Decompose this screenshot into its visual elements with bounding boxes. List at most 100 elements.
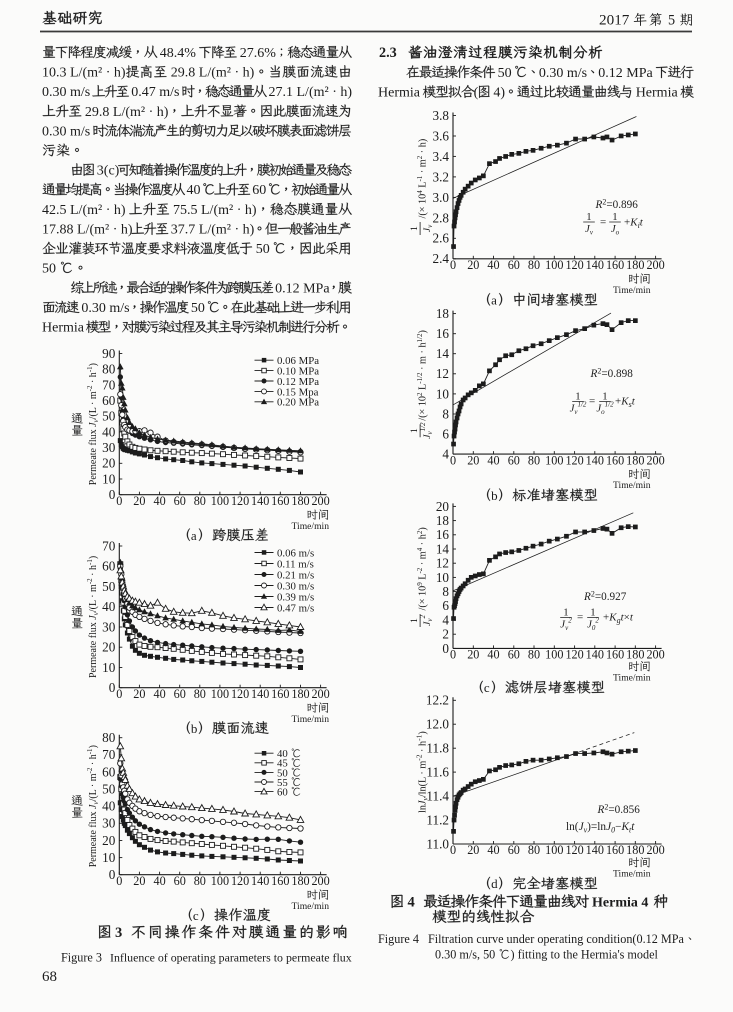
svg-text:R2=0.927: R2=0.927 <box>583 589 627 603</box>
svg-text:140: 140 <box>586 648 604 662</box>
svg-text:160: 160 <box>271 687 289 701</box>
svg-text:8: 8 <box>442 406 449 421</box>
svg-text:100: 100 <box>545 258 563 272</box>
svg-text:40: 40 <box>487 453 499 467</box>
svg-text:Time/min: Time/min <box>613 285 651 296</box>
svg-text:Jo: Jo <box>611 223 620 236</box>
svg-text:12.2: 12.2 <box>426 693 449 708</box>
svg-text:50: 50 <box>498 66 512 81</box>
svg-text:20: 20 <box>467 648 479 662</box>
svg-text:0: 0 <box>109 487 116 502</box>
svg-text:40: 40 <box>154 687 166 701</box>
svg-text:50: 50 <box>102 579 116 594</box>
svg-text:20: 20 <box>133 687 145 701</box>
svg-text:27.1 L/(m² · h): 27.1 L/(m² · h) <box>269 85 353 100</box>
svg-text:16: 16 <box>436 326 450 341</box>
svg-text:120: 120 <box>231 687 249 701</box>
svg-text:1: 1 <box>409 226 420 231</box>
svg-text:Time/min: Time/min <box>613 672 651 683</box>
svg-text:/(× 102 L-1/2 · m · h1/2): /(× 102 L-1/2 · m · h1/2) <box>416 330 429 421</box>
svg-text:20: 20 <box>467 258 479 272</box>
svg-text:2.4: 2.4 <box>433 251 450 266</box>
svg-text:0.12 MPa: 0.12 MPa <box>598 66 653 81</box>
svg-text:40: 40 <box>487 648 499 662</box>
svg-text:14: 14 <box>436 541 450 556</box>
svg-text:29.8 L/(m² · h): 29.8 L/(m² · h) <box>171 66 255 81</box>
svg-text:75.5 L/(m² · h): 75.5 L/(m² · h) <box>173 203 257 218</box>
svg-text:Figure 3: Figure 3 <box>61 951 102 965</box>
svg-text:0: 0 <box>116 874 122 888</box>
svg-text:100: 100 <box>545 648 563 662</box>
svg-text:2.8: 2.8 <box>433 210 450 225</box>
svg-text:10: 10 <box>102 471 116 486</box>
svg-text:80: 80 <box>528 258 540 272</box>
svg-text:160: 160 <box>606 843 624 857</box>
svg-text:Permeate flux Jv/(L · m-2 · h-: Permeate flux Jv/(L · m-2 · h-1) <box>86 745 100 867</box>
svg-text:60: 60 <box>277 787 291 799</box>
svg-text:2017: 2017 <box>599 12 630 29</box>
svg-text:0: 0 <box>116 494 122 508</box>
svg-text:80: 80 <box>102 362 116 377</box>
svg-text:14: 14 <box>436 346 450 361</box>
svg-text:0: 0 <box>450 843 456 857</box>
svg-text:10: 10 <box>102 850 116 865</box>
svg-text:50: 50 <box>42 262 56 277</box>
svg-text:Permeate flux Jv/(L · m-2 · h-: Permeate flux Jv/(L · m-2 · h-1) <box>86 363 100 485</box>
svg-text:120: 120 <box>565 258 583 272</box>
svg-text:Jv2: Jv2 <box>419 615 434 626</box>
svg-text:c: c <box>193 908 199 923</box>
svg-text:140: 140 <box>251 874 269 888</box>
svg-text:30: 30 <box>102 619 116 634</box>
svg-text:6: 6 <box>442 426 449 441</box>
svg-text:1: 1 <box>586 211 591 223</box>
svg-text:11.6: 11.6 <box>426 765 449 780</box>
svg-text:40: 40 <box>187 183 201 198</box>
svg-text:/(× 109 L-2 · m4 · h2): /(× 109 L-2 · m4 · h2) <box>416 527 429 610</box>
svg-text:60: 60 <box>102 393 116 408</box>
svg-text:40: 40 <box>154 874 166 888</box>
svg-text:4): 4) <box>493 86 505 101</box>
svg-text:70: 70 <box>102 747 116 762</box>
svg-text:55: 55 <box>277 777 291 789</box>
svg-text:) fitting to the Hermia's mode: ) fitting to the Hermia's model <box>511 948 659 962</box>
svg-text:70: 70 <box>102 377 116 392</box>
svg-text:50: 50 <box>102 409 116 424</box>
svg-text:Jv: Jv <box>585 223 594 236</box>
svg-text:18: 18 <box>436 513 450 528</box>
svg-text:42.5 L/(m² · h): 42.5 L/(m² · h) <box>42 203 126 218</box>
svg-text:3.0: 3.0 <box>433 190 450 205</box>
svg-text:40: 40 <box>487 843 499 857</box>
svg-text:140: 140 <box>586 453 604 467</box>
svg-text:1: 1 <box>612 211 617 223</box>
svg-text:60: 60 <box>508 648 520 662</box>
svg-text:180: 180 <box>291 874 309 888</box>
svg-text:10.3 L/(m² · h): 10.3 L/(m² · h) <box>42 66 126 81</box>
svg-text:3: 3 <box>115 925 122 941</box>
svg-text:160: 160 <box>271 874 289 888</box>
svg-text:100: 100 <box>545 453 563 467</box>
svg-text:+Kit: +Kit <box>624 217 644 231</box>
svg-text:40: 40 <box>154 494 166 508</box>
svg-text:Jv2: Jv2 <box>560 616 572 632</box>
svg-text:c: c <box>484 680 490 695</box>
svg-text:b: b <box>491 488 498 503</box>
svg-text:0.06 MPa: 0.06 MPa <box>277 355 319 367</box>
svg-text:a: a <box>491 293 497 308</box>
svg-text:0.30 m/s: 0.30 m/s <box>81 301 129 316</box>
svg-text:50: 50 <box>256 242 270 257</box>
svg-text:4: 4 <box>442 612 449 627</box>
svg-text:200: 200 <box>646 453 664 467</box>
svg-text:140: 140 <box>251 494 269 508</box>
svg-text:200: 200 <box>646 843 664 857</box>
svg-text:140: 140 <box>586 843 604 857</box>
svg-text:0: 0 <box>109 867 116 882</box>
svg-text:0.47 m/s: 0.47 m/s <box>131 85 179 100</box>
svg-text:3(c): 3(c) <box>97 164 120 179</box>
svg-text:Hermia 4: Hermia 4 <box>592 896 648 911</box>
svg-text:=: = <box>577 612 583 624</box>
svg-text:0: 0 <box>450 453 456 467</box>
svg-text:0.30 m/s, 50: 0.30 m/s, 50 <box>435 948 498 962</box>
svg-text:37.7 L/(m² · h): 37.7 L/(m² · h) <box>171 223 255 238</box>
svg-text:0.30 m/s: 0.30 m/s <box>277 580 314 592</box>
svg-text:2.6: 2.6 <box>433 231 450 246</box>
